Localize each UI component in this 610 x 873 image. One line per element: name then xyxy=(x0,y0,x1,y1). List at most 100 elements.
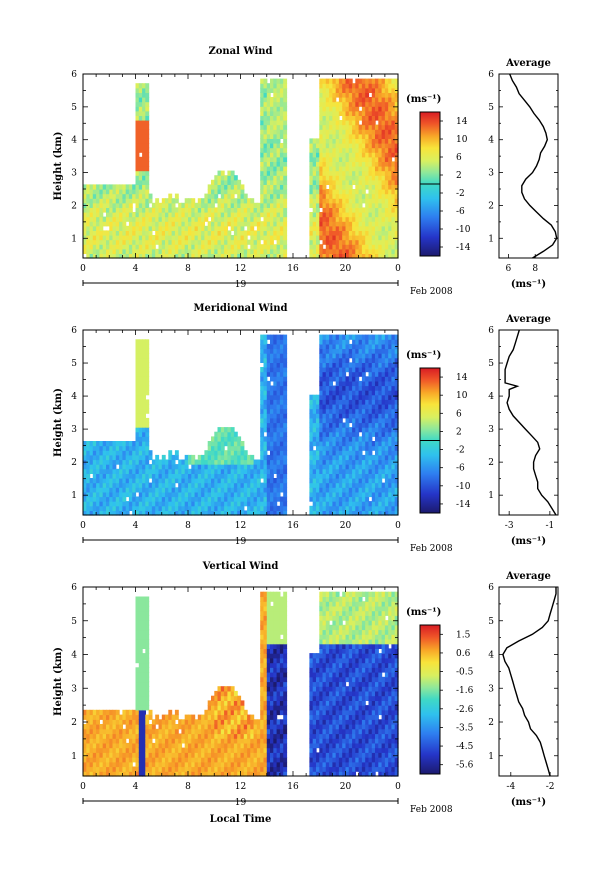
heatmap-cell xyxy=(142,348,146,354)
heatmap-cell xyxy=(115,501,120,507)
heatmap-cell xyxy=(335,138,340,144)
heatmap-cell xyxy=(338,124,343,130)
heatmap-cell xyxy=(391,496,396,502)
heatmap-cell xyxy=(263,348,268,354)
heatmap-cell xyxy=(96,248,100,254)
heatmap-cell xyxy=(329,184,333,190)
heatmap-cell xyxy=(378,221,383,227)
heatmap-cell xyxy=(355,138,360,144)
heatmap-cell xyxy=(142,166,146,172)
heatmap-cell xyxy=(368,97,373,103)
heatmap-cell xyxy=(204,487,209,493)
heatmap-cell xyxy=(348,459,353,465)
heatmap-cell xyxy=(178,230,183,236)
heatmap-cell xyxy=(391,427,396,433)
heatmap-cell xyxy=(329,152,333,158)
heatmap-cell xyxy=(135,253,140,259)
heatmap-cell xyxy=(332,404,337,410)
heatmap-cell xyxy=(355,83,360,89)
heatmap-cell xyxy=(263,334,268,340)
heatmap-cell xyxy=(115,487,120,493)
heatmap-cell xyxy=(319,230,324,236)
heatmap-cell xyxy=(352,427,356,433)
heatmap-cell xyxy=(148,464,153,470)
heatmap-cell xyxy=(375,427,379,433)
heatmap-cell xyxy=(381,408,386,414)
heatmap-cell xyxy=(388,468,393,474)
heatmap-cell xyxy=(119,505,123,511)
heatmap-cell xyxy=(371,367,376,373)
heatmap-cell xyxy=(329,478,333,484)
heatmap-cell xyxy=(214,436,219,442)
heatmap-cell xyxy=(365,166,370,172)
heatmap-cell xyxy=(309,468,314,474)
heatmap-cell xyxy=(266,505,271,511)
heatmap-cell xyxy=(109,248,114,254)
heatmap-cell xyxy=(138,605,143,612)
heatmap-cell xyxy=(361,230,366,236)
heatmap-cell xyxy=(125,724,130,730)
heatmap-cell xyxy=(260,198,265,204)
heatmap-cell xyxy=(142,239,146,245)
heatmap-cell xyxy=(394,143,399,149)
heatmap-cell xyxy=(197,459,202,465)
heatmap-cell xyxy=(115,184,120,190)
heatmap-cell xyxy=(384,473,389,479)
heatmap-cell xyxy=(319,487,324,493)
heatmap-cell xyxy=(345,156,350,162)
heatmap-cell xyxy=(388,124,393,130)
heatmap-cell xyxy=(214,496,219,502)
heatmap-cell xyxy=(345,244,350,250)
heatmap-cell xyxy=(338,184,343,190)
heatmap-cell xyxy=(211,198,215,204)
heatmap-cell xyxy=(214,482,219,488)
heatmap-cell xyxy=(125,207,130,213)
heatmap-cell xyxy=(312,184,317,190)
heatmap-cell xyxy=(109,202,114,208)
heatmap-cell xyxy=(355,170,360,176)
heatmap-cell xyxy=(319,501,324,507)
heatmap-cell xyxy=(115,207,120,213)
heatmap-cell xyxy=(361,482,366,488)
heatmap-cell xyxy=(365,115,370,121)
heatmap-cell xyxy=(368,83,373,89)
heatmap-cell xyxy=(191,244,196,250)
heatmap-cell xyxy=(220,468,225,474)
zonal-colorbar-label: (ms⁻¹) xyxy=(406,94,441,105)
heatmap-cell xyxy=(283,510,288,516)
heatmap-cell xyxy=(125,230,130,236)
heatmap-cell xyxy=(135,83,140,89)
heatmap-cell xyxy=(338,133,343,139)
heatmap-cell xyxy=(207,193,212,199)
heatmap-cell xyxy=(181,212,186,218)
heatmap-cell xyxy=(332,459,337,465)
heatmap-cell xyxy=(135,738,140,744)
heatmap-cell xyxy=(168,198,173,204)
heatmap-cell xyxy=(243,482,248,488)
heatmap-cell xyxy=(391,334,396,340)
heatmap-cell xyxy=(102,189,107,195)
heatmap-cell xyxy=(384,408,389,414)
heatmap-cell xyxy=(388,92,393,98)
heatmap-cell xyxy=(388,216,393,222)
heatmap-cell xyxy=(368,244,373,250)
heatmap-cell xyxy=(365,422,370,428)
heatmap-cell xyxy=(329,202,333,208)
heatmap-cell xyxy=(115,253,120,259)
heatmap-cell xyxy=(325,468,330,474)
heatmap-cell xyxy=(273,343,278,350)
heatmap-cell xyxy=(316,491,320,498)
heatmap-cell xyxy=(283,367,288,373)
heatmap-cell xyxy=(365,120,370,126)
heatmap-cell xyxy=(263,212,268,218)
heatmap-cell xyxy=(345,390,350,396)
heatmap-cell xyxy=(322,441,327,447)
heatmap-cell xyxy=(375,491,379,498)
heatmap-cell xyxy=(102,450,107,456)
heatmap-cell xyxy=(138,629,143,635)
heatmap-cell xyxy=(355,501,360,507)
heatmap-cell xyxy=(260,152,265,158)
heatmap-cell xyxy=(270,202,274,208)
heatmap-cell xyxy=(329,459,333,465)
heatmap-cell xyxy=(329,339,333,345)
